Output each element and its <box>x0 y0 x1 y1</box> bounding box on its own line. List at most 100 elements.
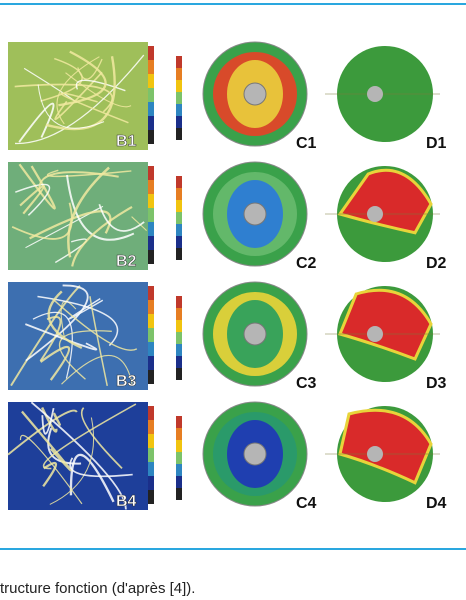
vessel <box>15 183 51 216</box>
vessel <box>80 407 123 469</box>
colorbar <box>148 476 154 490</box>
panel-label: B2 <box>116 253 137 270</box>
panel-label: B4 <box>116 493 137 510</box>
vessel <box>39 316 62 362</box>
panel-label: C1 <box>296 135 317 152</box>
colorbar <box>176 68 182 80</box>
colorbar <box>148 102 154 116</box>
colorbar <box>176 212 182 224</box>
figure-row: B2 C2 D2 <box>8 161 447 272</box>
colorbar <box>148 222 154 236</box>
vessel <box>89 296 108 387</box>
vessel <box>39 345 70 381</box>
vessel <box>58 330 112 380</box>
panel-label: D3 <box>426 375 447 392</box>
vessel <box>67 166 110 258</box>
vessel <box>131 216 147 232</box>
colorbar <box>176 104 182 116</box>
colorbar <box>148 74 154 88</box>
vessel <box>25 323 98 351</box>
colorbar <box>148 180 154 194</box>
defect-area <box>338 408 433 485</box>
vessel <box>69 457 133 478</box>
colorbar <box>148 342 154 356</box>
panel-label: C2 <box>296 255 317 272</box>
vessel <box>10 285 81 387</box>
optic-disc <box>367 206 383 222</box>
vessel <box>54 71 103 121</box>
colorbar <box>176 440 182 452</box>
panel-label: C3 <box>296 375 317 392</box>
caption: tructure fonction (d'après [4]). <box>0 580 196 597</box>
vessel <box>37 84 105 129</box>
colorbar <box>148 116 154 130</box>
vessel <box>21 410 72 472</box>
colorbar <box>148 166 154 180</box>
defect-area <box>337 288 433 361</box>
vessel <box>25 284 89 362</box>
colorbar <box>148 300 154 314</box>
panel-label: D1 <box>426 135 447 152</box>
colorbar <box>176 188 182 200</box>
bottom-rule <box>0 548 466 550</box>
panel-label: D2 <box>426 255 447 272</box>
vessel <box>30 401 127 510</box>
colorbar <box>176 416 182 428</box>
vessel <box>11 202 73 240</box>
panel-label: C4 <box>296 495 317 512</box>
top-rule <box>0 3 466 5</box>
vessel <box>32 311 73 379</box>
colorbar <box>176 128 182 140</box>
optic-disc <box>243 82 267 106</box>
colorbar <box>176 344 182 356</box>
vessel <box>65 72 132 108</box>
colorbar <box>176 368 182 380</box>
optic-disc <box>367 446 383 462</box>
colorbar <box>148 314 154 328</box>
vessel <box>71 205 133 267</box>
vessel <box>41 407 55 435</box>
colorbar <box>176 200 182 212</box>
colorbar <box>148 286 154 300</box>
colorbar <box>148 194 154 208</box>
vessel <box>19 185 45 215</box>
colorbar <box>148 88 154 102</box>
colorbar <box>148 490 154 504</box>
colorbar <box>148 208 154 222</box>
vessel <box>46 169 132 178</box>
defect-area <box>337 168 433 235</box>
colorbar <box>176 488 182 500</box>
colorbar <box>148 434 154 448</box>
colorbar <box>176 92 182 104</box>
colorbar <box>176 476 182 488</box>
vessel <box>45 56 116 131</box>
vessel <box>98 204 145 232</box>
figure-row: B3 C3 D3 <box>8 281 447 392</box>
colorbar <box>176 428 182 440</box>
vessel <box>14 54 145 145</box>
optic-disc <box>243 202 267 226</box>
vessel <box>19 434 83 505</box>
panel-label: B3 <box>116 373 137 390</box>
vessel <box>25 206 103 249</box>
vessel <box>60 300 77 338</box>
vessel <box>49 417 95 505</box>
vessel <box>37 295 119 347</box>
colorbar <box>176 248 182 260</box>
vessel <box>52 298 138 351</box>
optic-disc <box>367 86 383 102</box>
figure: B1 C1 D1 B2 C2 D2 B3 C3 D3 B4 C4 D4 <box>7 41 447 512</box>
panel-label: B1 <box>116 133 137 150</box>
colorbar <box>148 406 154 420</box>
colorbar <box>176 356 182 368</box>
optic-disc <box>243 322 267 346</box>
panel-label: D4 <box>426 495 447 512</box>
colorbar <box>176 308 182 320</box>
vessel <box>61 355 133 385</box>
vessel <box>14 83 114 113</box>
vessel <box>69 453 115 503</box>
vessel <box>52 412 61 426</box>
vessel <box>42 461 58 488</box>
colorbar <box>176 332 182 344</box>
colorbar <box>148 60 154 74</box>
